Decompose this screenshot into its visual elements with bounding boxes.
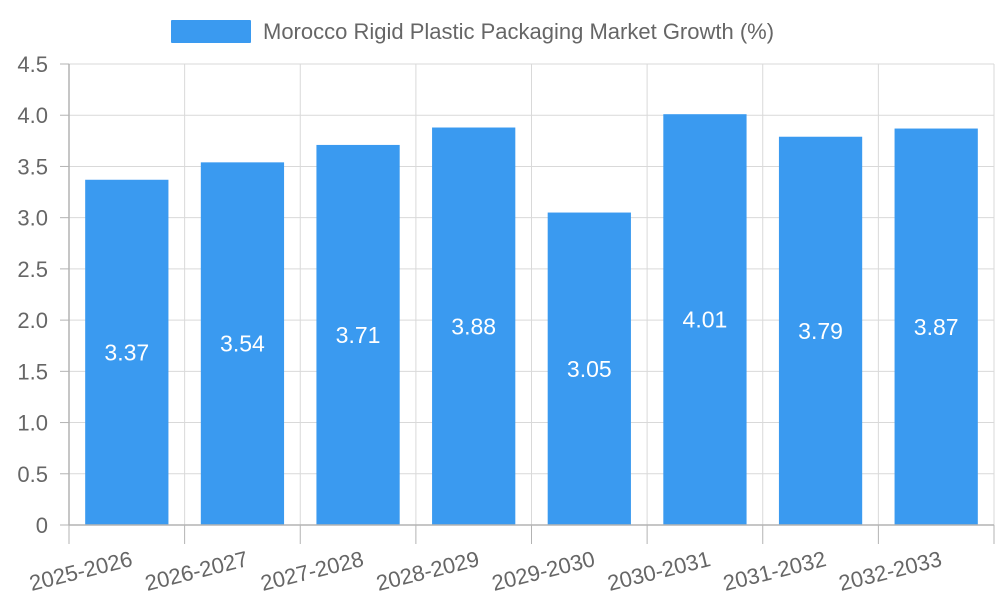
y-tick-label: 4.5 — [17, 52, 48, 77]
bar-value-label: 3.79 — [798, 318, 843, 344]
bar-value-label: 3.87 — [914, 314, 959, 340]
y-tick-label: 2.5 — [17, 257, 48, 282]
bar-value-label: 3.71 — [336, 322, 381, 348]
y-tick-label: 3.5 — [17, 154, 48, 179]
x-tick-label: 2030-2031 — [605, 546, 713, 596]
y-tick-label: 1.5 — [17, 359, 48, 384]
y-tick-label: 0 — [36, 513, 48, 538]
bar[interactable] — [85, 179, 169, 526]
bar[interactable] — [432, 127, 516, 525]
x-tick-label: 2025-2026 — [27, 546, 135, 596]
legend-label[interactable]: Morocco Rigid Plastic Packaging Market G… — [263, 19, 774, 44]
x-tick-label: 2027-2028 — [258, 546, 366, 596]
x-tick-label: 2028-2029 — [374, 546, 482, 596]
y-axis-ticks: 0 0.5 1.0 1.5 2.0 2.5 3.0 3.5 4.0 4.5 — [17, 52, 69, 538]
y-tick-label: 3.0 — [17, 206, 48, 231]
bar-value-label: 3.05 — [567, 356, 612, 382]
x-tick-label: 2029-2030 — [489, 546, 597, 596]
bar-value-label: 3.37 — [104, 339, 149, 365]
y-tick-label: 2.0 — [17, 308, 48, 333]
y-tick-label: 1.0 — [17, 411, 48, 436]
x-tick-label: 2032-2033 — [836, 546, 944, 596]
legend[interactable]: Morocco Rigid Plastic Packaging Market G… — [171, 19, 774, 44]
bar[interactable] — [778, 136, 863, 526]
y-tick-label: 0.5 — [17, 462, 48, 487]
bar[interactable] — [316, 144, 400, 526]
bar[interactable] — [894, 128, 978, 526]
data-labels: 3.37 3.54 3.71 3.88 3.05 4.01 3.79 3.87 — [104, 307, 958, 382]
bar-value-label: 4.01 — [683, 307, 728, 333]
x-tick-label: 2026-2027 — [142, 546, 250, 596]
y-tick-label: 4.0 — [17, 103, 48, 128]
legend-swatch[interactable] — [171, 20, 251, 43]
x-tick-label: 2031-2032 — [721, 546, 829, 596]
bar[interactable] — [547, 212, 631, 526]
bar-value-label: 3.54 — [220, 331, 265, 357]
x-axis-ticks: 2025-2026 2026-2027 2027-2028 2028-2029 2029… — [27, 525, 995, 596]
bar[interactable] — [200, 162, 285, 525]
bar[interactable] — [663, 114, 747, 525]
bar-value-label: 3.88 — [451, 313, 496, 339]
bars — [85, 114, 978, 526]
